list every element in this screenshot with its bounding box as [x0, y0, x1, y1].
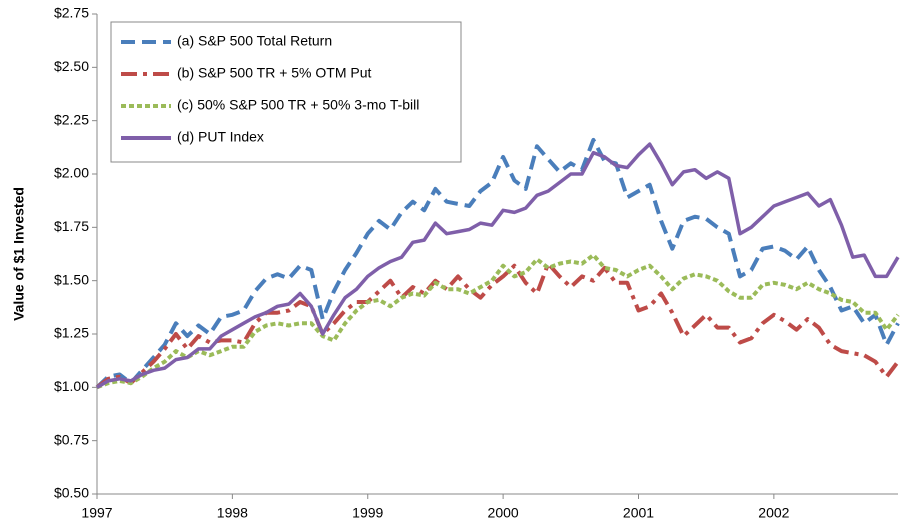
legend-label: (d) PUT Index [177, 129, 264, 145]
y-axis-label: Value of $1 Invested [11, 187, 27, 321]
y-tick-label: $1.25 [54, 325, 89, 341]
legend-label: (a) S&P 500 Total Return [177, 33, 332, 49]
x-tick-label: 2001 [623, 505, 654, 521]
x-tick-label: 2000 [488, 505, 519, 521]
series-line [95, 261, 900, 389]
y-tick-label: $1.50 [54, 271, 89, 287]
y-tick-label: $2.00 [54, 165, 89, 181]
x-tick-label: 1999 [352, 505, 383, 521]
x-tick-label: 1997 [81, 505, 112, 521]
series-line [96, 142, 900, 389]
y-tick-label: $2.50 [54, 58, 89, 74]
y-tick-label: $0.75 [54, 431, 89, 447]
series-line [95, 137, 900, 389]
legend-label: (c) 50% S&P 500 TR + 50% 3-mo T-bill [177, 97, 419, 113]
y-tick-label: $1.75 [54, 218, 89, 234]
y-tick-label: $0.50 [54, 485, 89, 501]
series-line [96, 253, 900, 390]
x-tick-label: 1998 [217, 505, 248, 521]
y-tick-label: $1.00 [54, 378, 89, 394]
legend-label: (b) S&P 500 TR + 5% OTM Put [177, 65, 372, 81]
x-tick-label: 2002 [758, 505, 789, 521]
y-tick-label: $2.75 [54, 5, 89, 21]
y-tick-label: $2.25 [54, 111, 89, 127]
